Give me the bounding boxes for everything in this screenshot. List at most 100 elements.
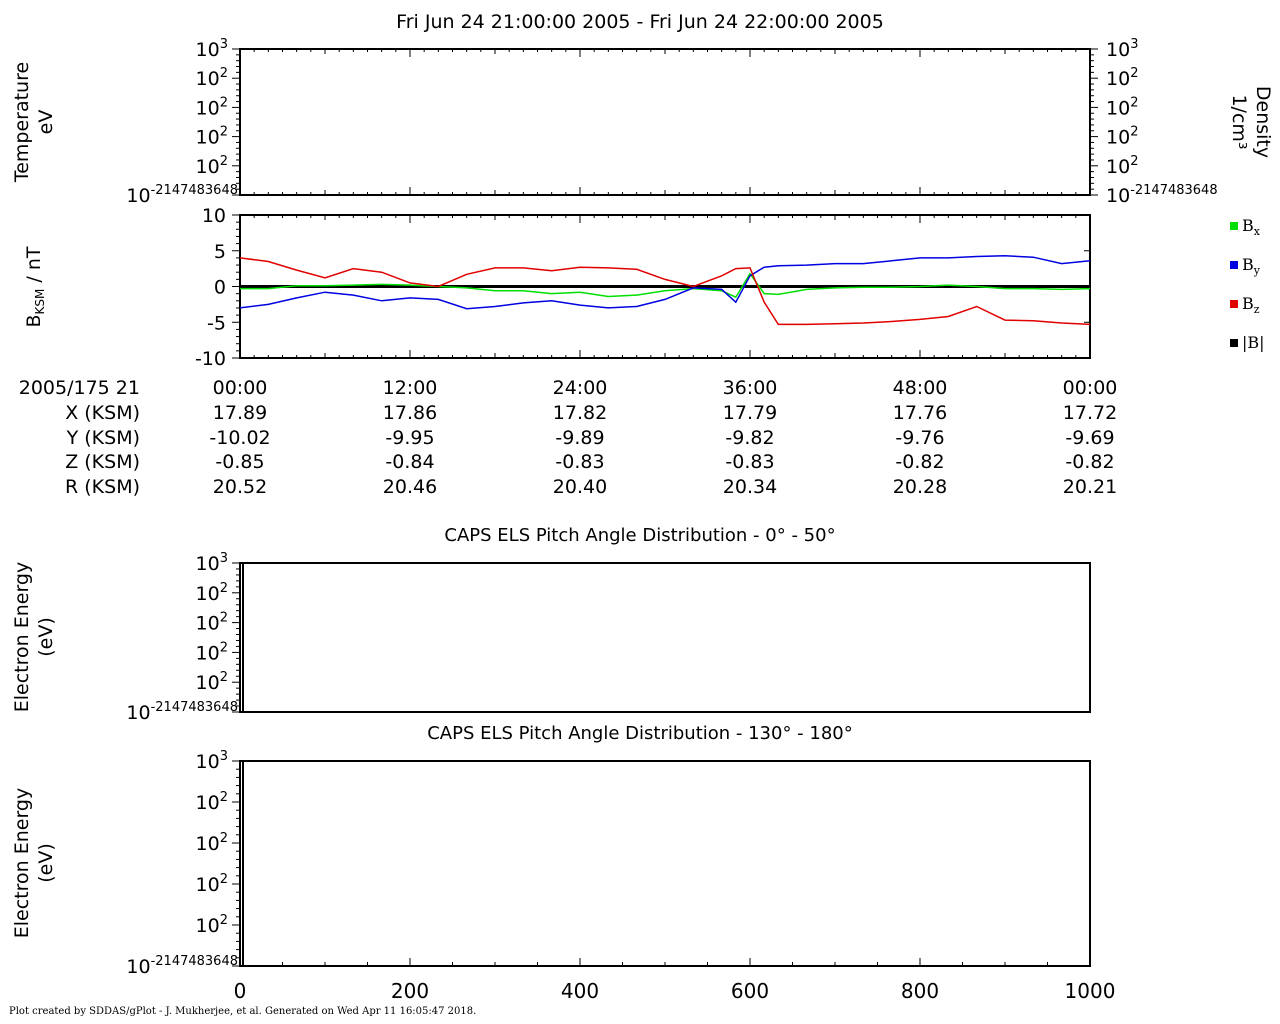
temperature-axis-label: Temperature eV [11,62,57,183]
els-0-50-axis-tick-label: 102 [196,670,228,694]
legend-label-bx: Bx [1242,216,1261,238]
ephemeris-cell: 00:00 [1063,377,1118,399]
ephemeris-cell: -0.82 [895,451,944,473]
ephemeris-cell: 17.76 [893,402,947,424]
els-130-180-axis-tick-label: 102 [196,872,228,896]
temperature-axis-label-line: Temperature [11,62,33,183]
els-130-180-axis-label-line: (eV) [35,843,57,883]
ephemeris-cell: 17.86 [383,402,437,424]
density-axis-tick-label: 102 [1106,66,1138,90]
temperature-axis-label-line: eV [35,110,57,135]
ephemeris-cell: -0.84 [385,451,434,473]
ephemeris-cell: 20.52 [213,476,267,498]
ephemeris-cell: 20.34 [723,476,777,498]
temperature-bottom-ticks [239,187,1091,195]
ephemeris-row-label: R (KSM) [65,476,140,498]
density-axis-tick-label: 103 [1106,37,1138,61]
els-130-180-axis-tick-label: 103 [196,749,228,773]
density-axis-tick-label: 10-2147483648 [1106,183,1218,207]
ephemeris-cell: 36:00 [723,377,778,399]
magnetic-field-top-ticks [239,215,1091,223]
els-0-50-axis-tick-label: 102 [196,581,228,605]
magnetic-field-tick-label: 10 [202,205,226,227]
temperature-panel-frame [239,48,1091,196]
els-130-180-title: CAPS ELS Pitch Angle Distribution - 130°… [427,723,853,744]
els-130-180-axis-label: Electron Energy (eV) [11,788,57,939]
els-130-180-axis-tick-label: 10-2147483648 [126,954,238,978]
els-130-180-x-tick-label: 600 [731,979,769,1003]
els-0-50-axis-tick-label: 103 [196,551,228,575]
density-axis-label-line: 1/cm³ [1228,94,1250,149]
ephemeris-cell: -0.83 [725,451,774,473]
density-axis-tick-label: 102 [1106,154,1138,178]
els-130-180-x-tick-label: 0 [234,979,247,1003]
density-axis-tick-label: 102 [1106,95,1138,119]
ephemeris-cell: 20.40 [553,476,607,498]
ephemeris-cell: 20.21 [1063,476,1117,498]
els-130-180-x-ticks [239,958,1091,966]
els-0-50-axis-ticks [232,562,240,713]
magnetic-field-tick-label: -5 [207,312,226,334]
els-0-50-panel-frame [239,562,1091,713]
magnetic-field-tick-label: 5 [214,241,226,263]
plot-credit-footer: Plot created by SDDAS/gPlot - J. Mukherj… [9,1006,477,1017]
legend-swatch-by [1230,261,1238,269]
ephemeris-cell: -0.82 [1065,451,1114,473]
ephemeris-cell: -9.82 [725,427,774,449]
magnetic-field-tick-label: 0 [214,277,226,299]
temperature-axis-tick-label: 102 [196,154,228,178]
temperature-axis-tick-label: 10-2147483648 [126,183,238,207]
ephemeris-cell: -9.76 [895,427,944,449]
magnetic-field-bottom-ticks [239,350,1091,358]
density-axis-tick-label: 102 [1106,125,1138,149]
ephemeris-cell: -10.02 [209,427,270,449]
ephemeris-row-label: Z (KSM) [65,451,140,473]
ephemeris-cell: 20.28 [893,476,947,498]
els-130-180-axis-label-line: Electron Energy [11,788,33,939]
magnetic-field-y-ticks [232,214,1090,359]
magnetic-field-tick-label: -10 [195,348,226,370]
ephemeris-cell: 17.79 [723,402,777,424]
series-line-bz [239,257,1091,326]
temperature-axis-ticks [232,48,240,196]
els-0-50-title: CAPS ELS Pitch Angle Distribution - 0° -… [444,525,835,546]
els-130-180-x-tick-label: 800 [901,979,939,1003]
legend-swatch-bz [1230,300,1238,308]
temperature-top-ticks [239,49,1091,57]
els-130-180-x-tick-label: 1000 [1065,979,1116,1003]
density-axis-ticks [1090,48,1098,196]
els-0-50-axis-label: Electron Energy (eV) [11,562,57,713]
els-130-180-axis-ticks [232,760,240,967]
legend-swatch-bx [1230,222,1238,230]
els-0-50-axis-label-line: (eV) [35,617,57,657]
magnetic-field-axis-label-text: BKSM / nT [23,246,47,327]
ephemeris-cell: 17.82 [553,402,607,424]
legend-label-bz: Bz [1242,294,1260,316]
els-130-180-panel-frame [239,760,1091,967]
ephemeris-cell: 00:00 [213,377,268,399]
els-130-180-axis-tick-label: 102 [196,831,228,855]
ephemeris-row-label: X (KSM) [65,402,140,424]
legend-label-by: By [1242,255,1261,277]
els-130-180-x-tick-label: 200 [391,979,429,1003]
els-130-180-x-tick-label: 400 [561,979,599,1003]
ephemeris-cell: 12:00 [383,377,438,399]
density-axis-label-line: Density [1252,86,1274,158]
ephemeris-cell: 17.89 [213,402,267,424]
ephemeris-cell: 24:00 [553,377,608,399]
ephemeris-cell: -9.89 [555,427,604,449]
ephemeris-cell: -9.95 [385,427,434,449]
ephemeris-cell: -0.83 [555,451,604,473]
els-130-180-axis-tick-label: 102 [196,913,228,937]
temperature-axis-tick-label: 103 [196,37,228,61]
magnetic-field-axis-label: BKSM / nT [23,246,47,327]
legend-swatch-b_mag [1230,339,1238,347]
ephemeris-cell: 20.46 [383,476,437,498]
ephemeris-cell: 48:00 [893,377,948,399]
els-0-50-axis-tick-label: 10-2147483648 [126,700,238,724]
els-0-50-axis-tick-label: 102 [196,611,228,635]
ephemeris-cell: -9.69 [1065,427,1114,449]
series-line-by [239,255,1091,310]
